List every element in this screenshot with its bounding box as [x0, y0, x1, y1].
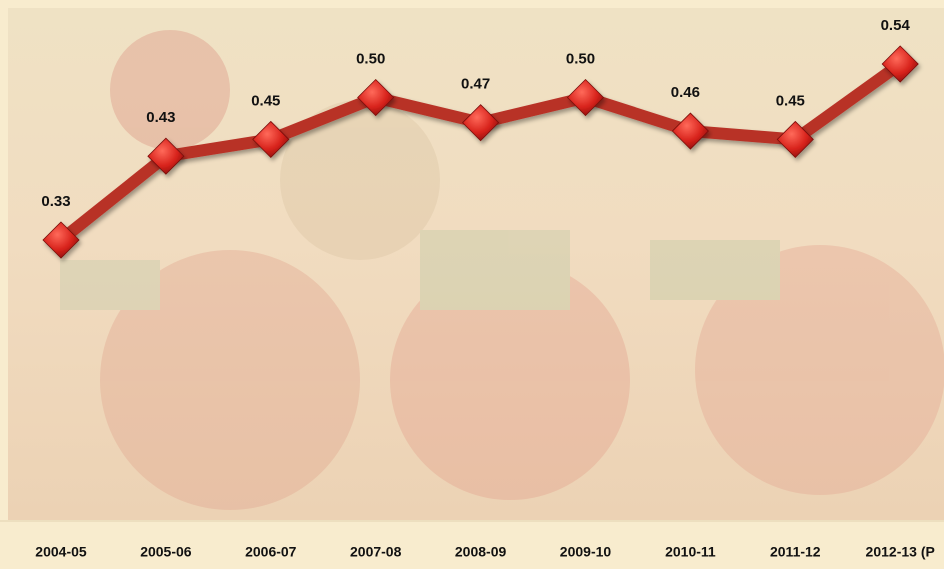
value-label: 0.46 — [671, 84, 700, 101]
value-label: 0.45 — [776, 92, 805, 109]
x-tick-label: 2004-05 — [35, 544, 87, 560]
marker — [671, 112, 709, 150]
x-tick-label: 2005-06 — [140, 544, 192, 560]
marker — [357, 78, 395, 117]
marker — [566, 78, 605, 117]
x-tick-label: 2006-07 — [245, 544, 297, 560]
x-tick-label: 2009-10 — [560, 544, 612, 560]
marker — [147, 137, 185, 175]
marker — [776, 120, 814, 158]
x-tick-label: 2007-08 — [350, 544, 402, 560]
marker — [462, 104, 500, 142]
value-label: 0.47 — [461, 76, 490, 93]
value-label: 0.43 — [146, 109, 175, 126]
marker — [881, 45, 919, 83]
value-label: 0.33 — [41, 193, 70, 210]
x-tick-label: 2010-11 — [665, 544, 716, 560]
x-tick-label: 2008-09 — [455, 544, 507, 560]
x-tick-label: 2012-13 (P — [866, 544, 935, 560]
value-label: 0.50 — [356, 50, 385, 67]
marker — [42, 221, 80, 259]
value-label: 0.50 — [566, 50, 595, 67]
photo-decoration — [60, 30, 944, 510]
marker — [252, 120, 290, 158]
x-tick-label: 2011-12 — [770, 544, 821, 560]
value-label: 0.54 — [881, 17, 911, 34]
value-label: 0.45 — [251, 92, 280, 109]
photo-area — [8, 8, 944, 520]
